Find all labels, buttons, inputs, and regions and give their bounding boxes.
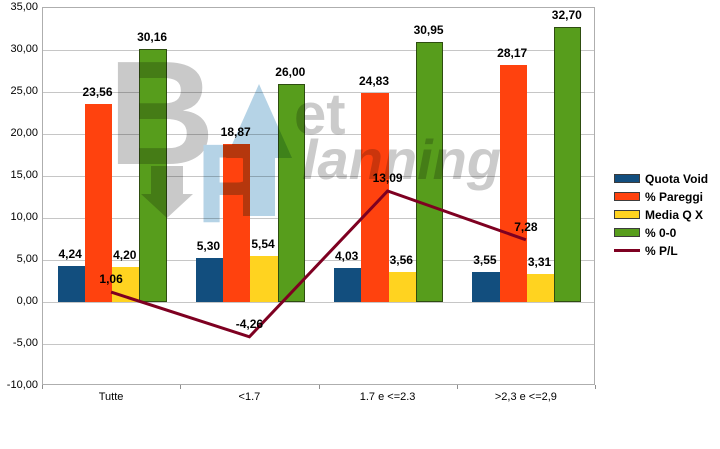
bar-media-q-x-2 [388,272,416,302]
plot-area [42,7,595,385]
bar-value-label: 23,56 [82,85,113,100]
x-tick-label: Tutte [98,391,124,403]
bar-pareggi-2 [361,93,389,302]
bar-value-label: 24,83 [358,74,390,89]
y-tick-label: 25,00 [10,84,38,97]
axis-tick [180,385,182,389]
bar-value-label: 3,31 [527,255,552,270]
bar-media-q-x-1 [250,255,278,302]
y-tick-label: -5,00 [12,336,38,349]
axis-tick [42,385,43,389]
bar-value-label: 28,17 [497,46,528,61]
legend-swatch [614,210,640,219]
axis-tick [595,385,596,389]
legend-item-p-l: % P/L [614,242,708,259]
bar-pareggi-0 [84,104,113,302]
bar-value-label: 30,95 [413,23,444,37]
line-value-label: 1,06 [99,272,123,287]
bar-value-label: 18,87 [220,124,251,139]
y-tick-label: 10,00 [10,210,38,223]
bar-value-label: 32,70 [551,8,582,23]
legend-item-media-q-x: Media Q X [614,206,708,223]
bar-0-0-0 [139,48,167,302]
bar-value-label: 5,54 [251,236,275,251]
bar-value-label: 3,55 [473,253,497,268]
axis-tick [456,385,458,389]
y-tick-label: -10,00 [6,378,38,391]
bar-quota-void-3 [472,272,500,302]
bar-value-label: 26,00 [275,64,306,79]
x-tick-label: 1.7 e <=2.3 [359,391,416,403]
y-tick-label: 5,00 [16,252,38,265]
legend-label: % P/L [645,243,678,258]
gridline [43,134,594,135]
gridline [43,176,594,177]
legend-label: Media Q X [645,207,704,222]
legend-item-quota-void: Quota Void [614,170,708,187]
legend-item-0-0: % 0-0 [614,224,708,241]
bar-value-label: 3,56 [389,253,413,268]
legend-swatch [614,228,640,237]
legend-swatch [614,249,640,252]
bar-pareggi-1 [223,143,251,302]
bar-value-label: 5,30 [196,238,221,253]
bar-quota-void-2 [334,268,362,302]
legend-label: Quota Void [645,171,709,186]
line-value-label: 13,09 [372,171,403,185]
gridline [43,50,594,51]
y-tick-label: 15,00 [10,168,38,181]
x-tick-label: >2,3 e <=2,9 [494,391,557,403]
y-tick-label: 0,00 [16,294,38,307]
gridline [43,92,594,93]
legend-swatch [614,174,640,183]
bar-value-label: 4,20 [113,247,137,262]
gridline [43,344,594,345]
bar-value-label: 4,03 [335,249,359,264]
legend: Quota Void % Pareggi Media Q X % 0-0 % P/L [614,170,708,260]
line-value-label: 7,28 [514,219,538,234]
line-value-label: -4,26 [235,316,264,331]
bar-value-label: 4,24 [58,247,82,262]
legend-label: % 0-0 [645,225,677,240]
bar-quota-void-1 [195,257,224,302]
bar-0-0-3 [554,27,582,302]
gridline [43,302,594,303]
bar-0-0-1 [277,83,305,302]
axis-tick [318,385,320,389]
bar-quota-void-0 [57,266,85,302]
y-tick-label: 20,00 [10,126,38,139]
y-tick-label: 30,00 [10,42,38,55]
bar-value-label: 30,16 [137,29,168,44]
legend-swatch [614,192,640,201]
bar-media-q-x-3 [526,274,555,302]
y-tick-label: 35,00 [10,0,38,13]
legend-item-pareggi: % Pareggi [614,188,708,205]
x-tick-label: <1.7 [238,391,261,403]
legend-label: % Pareggi [645,189,704,204]
